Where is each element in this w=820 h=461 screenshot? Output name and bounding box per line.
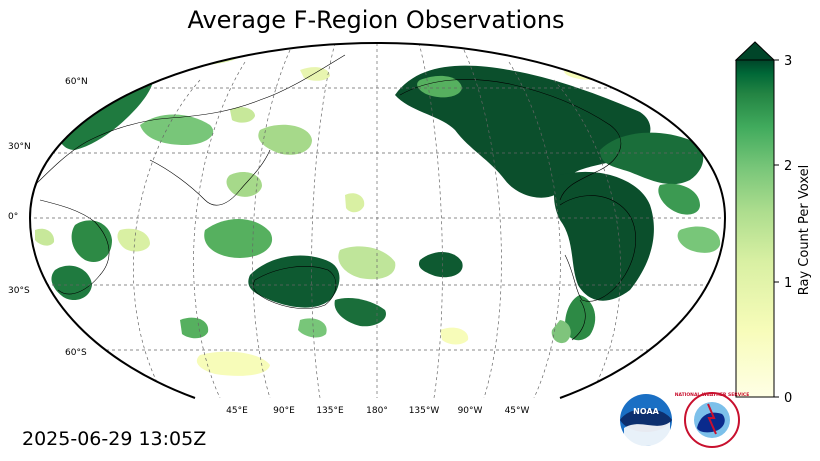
colorbar-tick-3: 3 <box>784 54 792 69</box>
colorbar-tick-1: 1 <box>784 276 792 291</box>
colorbar-label: Ray Count Per Voxel <box>797 165 812 295</box>
lat-label-60s: 60°S <box>65 348 87 358</box>
lat-label-0: 0° <box>8 212 18 222</box>
lon-label-180: 180° <box>366 406 388 416</box>
noaa-logo-text: NOAA <box>633 407 659 416</box>
map-title: Average F-Region Observations <box>187 6 565 34</box>
noaa-logo: NOAA <box>620 394 672 446</box>
colorbar-tick-0: 0 <box>784 391 792 406</box>
lon-label-135w: 135°W <box>409 406 440 416</box>
lat-label-30s: 30°S <box>8 286 30 296</box>
nws-logo: NATIONAL WEATHER SERVICE <box>675 392 750 448</box>
lat-label-30n: 30°N <box>8 142 31 152</box>
lon-label-45e: 45°E <box>226 406 248 416</box>
lon-label-135e: 135°E <box>316 406 344 416</box>
lon-label-90e: 90°E <box>273 406 295 416</box>
nws-logo-text: NATIONAL WEATHER SERVICE <box>675 392 750 398</box>
map-outline <box>29 41 727 399</box>
colorbar-tick-2: 2 <box>784 159 792 174</box>
lon-label-90w: 90°W <box>458 406 483 416</box>
graticule <box>30 43 725 398</box>
lon-label-45w: 45°W <box>505 406 530 416</box>
colorbar: 0 1 2 3 Ray Count Per Voxel <box>734 41 812 406</box>
timestamp: 2025-06-29 13:05Z <box>22 428 207 450</box>
map-body <box>30 43 725 398</box>
colorbar-extend-arrow <box>734 41 776 61</box>
lat-label-60n: 60°N <box>65 77 88 87</box>
